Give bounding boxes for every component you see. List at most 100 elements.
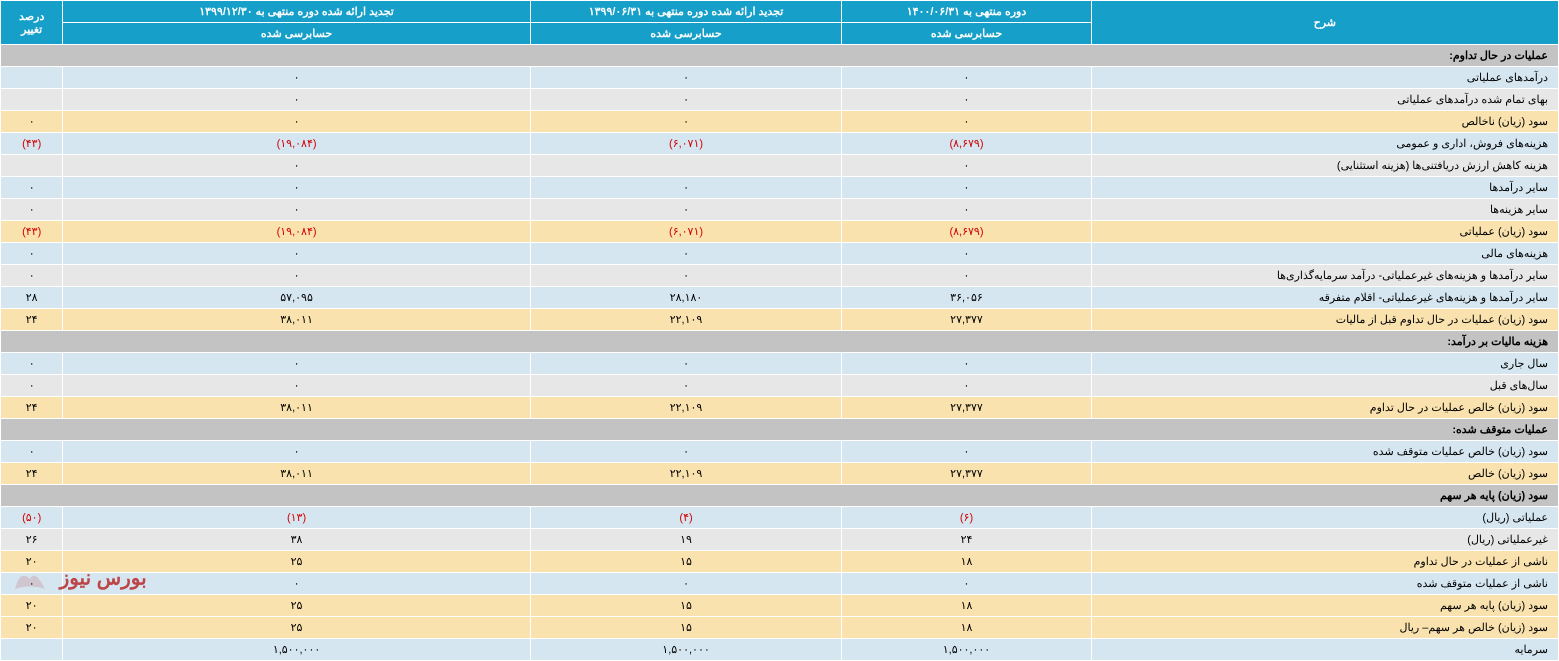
cell-value: ۰: [530, 89, 842, 111]
table-row: سال‌های قبل۰۰۰۰: [1, 375, 1559, 397]
header-audited: حسابرسی شده: [530, 23, 842, 45]
cell-desc: سایر درآمدها: [1091, 177, 1558, 199]
cell-value: ۰: [63, 441, 530, 463]
cell-value: ۰: [842, 353, 1091, 375]
cell-pct: ۰: [1, 375, 63, 397]
cell-value: ۱۸: [842, 595, 1091, 617]
cell-value: (۴): [530, 507, 842, 529]
table-row: سود (زیان) پایه هر سهم۱۸۱۵۲۵۲۰: [1, 595, 1559, 617]
table-row: هزینه مالیات بر درآمد:: [1, 331, 1559, 353]
cell-pct: ۰: [1, 265, 63, 287]
header-period1: دوره منتهی به ۱۴۰۰/۰۶/۳۱: [842, 1, 1091, 23]
table-row: سود (زیان) خالص عملیات در حال تداوم۲۷,۳۷…: [1, 397, 1559, 419]
cell-value: ۰: [63, 111, 530, 133]
cell-value: (۱۳): [63, 507, 530, 529]
financial-table: شرح دوره منتهی به ۱۴۰۰/۰۶/۳۱ تجدید ارائه…: [0, 0, 1559, 661]
cell-value: ۰: [63, 155, 530, 177]
cell-pct: ۰: [1, 111, 63, 133]
table-row: هزینه‌های مالی۰۰۰۰: [1, 243, 1559, 265]
cell-value: ۱۸: [842, 617, 1091, 639]
table-row: سود (زیان) پایه هر سهم: [1, 485, 1559, 507]
cell-value: ۰: [63, 199, 530, 221]
cell-value: ۲۲,۱۰۹: [530, 463, 842, 485]
section-header: عملیات متوقف شده:: [1, 419, 1559, 441]
cell-value: ۰: [63, 265, 530, 287]
table-row: سایر درآمدها و هزینه‌های غیرعملیاتی- اقل…: [1, 287, 1559, 309]
cell-pct: (۵۰): [1, 507, 63, 529]
cell-pct: ۲۰: [1, 595, 63, 617]
cell-pct: [1, 67, 63, 89]
cell-desc: سود (زیان) عملیاتی: [1091, 221, 1558, 243]
cell-desc: سود (زیان) عملیات در حال تداوم قبل از ما…: [1091, 309, 1558, 331]
table-header: شرح دوره منتهی به ۱۴۰۰/۰۶/۳۱ تجدید ارائه…: [1, 1, 1559, 45]
cell-value: ۲۸,۱۸۰: [530, 287, 842, 309]
cell-pct: ۰: [1, 177, 63, 199]
table-row: بهای تمام شده درآمدهای عملیاتی۰۰۰: [1, 89, 1559, 111]
cell-value: ۳۸,۰۱۱: [63, 309, 530, 331]
cell-value: ۰: [530, 111, 842, 133]
table-row: هزینه کاهش ارزش دریافتنی‌ها (هزینه استثن…: [1, 155, 1559, 177]
cell-value: ۰: [530, 177, 842, 199]
cell-value: ۰: [530, 265, 842, 287]
table-row: ناشی از عملیات در حال تداوم۱۸۱۵۲۵۲۰: [1, 551, 1559, 573]
header-pct: درصد تغییر: [1, 1, 63, 45]
table-row: سرمایه۱,۵۰۰,۰۰۰۱,۵۰۰,۰۰۰۱,۵۰۰,۰۰۰: [1, 639, 1559, 661]
cell-value: ۲۲,۱۰۹: [530, 309, 842, 331]
cell-value: ۱۵: [530, 551, 842, 573]
cell-value: ۰: [842, 243, 1091, 265]
cell-pct: ۰: [1, 441, 63, 463]
table-row: سود (زیان) عملیاتی(۸,۶۷۹)(۶,۰۷۱)(۱۹,۰۸۴)…: [1, 221, 1559, 243]
cell-pct: ۲۸: [1, 287, 63, 309]
table-row: عملیات متوقف شده:: [1, 419, 1559, 441]
cell-value: ۳۸,۰۱۱: [63, 397, 530, 419]
cell-desc: سال جاری: [1091, 353, 1558, 375]
cell-desc: بهای تمام شده درآمدهای عملیاتی: [1091, 89, 1558, 111]
cell-value: (۶,۰۷۱): [530, 221, 842, 243]
cell-desc: هزینه کاهش ارزش دریافتنی‌ها (هزینه استثن…: [1091, 155, 1558, 177]
cell-pct: ۲۴: [1, 397, 63, 419]
cell-value: (۸,۶۷۹): [842, 221, 1091, 243]
cell-value: ۰: [842, 111, 1091, 133]
cell-desc: غیرعملیاتی (ریال): [1091, 529, 1558, 551]
cell-value: ۰: [530, 353, 842, 375]
cell-value: (۶): [842, 507, 1091, 529]
cell-value: ۰: [842, 67, 1091, 89]
cell-value: ۰: [63, 177, 530, 199]
cell-value: ۳۶,۰۵۶: [842, 287, 1091, 309]
cell-value: ۰: [530, 375, 842, 397]
cell-value: ۵۷,۰۹۵: [63, 287, 530, 309]
cell-value: ۳۸: [63, 529, 530, 551]
cell-desc: ناشی از عملیات در حال تداوم: [1091, 551, 1558, 573]
cell-value: ۲۷,۳۷۷: [842, 463, 1091, 485]
cell-desc: سود (زیان) خالص: [1091, 463, 1558, 485]
table-row: غیرعملیاتی (ریال)۲۴۱۹۳۸۲۶: [1, 529, 1559, 551]
section-header: سود (زیان) پایه هر سهم: [1, 485, 1559, 507]
table-row: ناشی از عملیات متوقف شده۰۰۰۰: [1, 573, 1559, 595]
cell-value: ۰: [842, 177, 1091, 199]
cell-value: ۰: [530, 243, 842, 265]
cell-value: (۶,۰۷۱): [530, 133, 842, 155]
cell-value: ۲۲,۱۰۹: [530, 397, 842, 419]
cell-desc: سال‌های قبل: [1091, 375, 1558, 397]
cell-pct: ۲۰: [1, 617, 63, 639]
header-period2: تجدید ارائه شده دوره منتهی به ۱۳۹۹/۰۶/۳۱: [530, 1, 842, 23]
cell-value: ۰: [842, 199, 1091, 221]
header-audited: حسابرسی شده: [842, 23, 1091, 45]
cell-value: ۱۵: [530, 617, 842, 639]
cell-value: ۰: [63, 89, 530, 111]
cell-desc: ناشی از عملیات متوقف شده: [1091, 573, 1558, 595]
header-desc: شرح: [1091, 1, 1558, 45]
cell-desc: سود (زیان) ناخالص: [1091, 111, 1558, 133]
cell-pct: (۴۳): [1, 221, 63, 243]
header-audited: حسابرسی شده: [63, 23, 530, 45]
cell-pct: [1, 89, 63, 111]
cell-desc: سایر هزینه‌ها: [1091, 199, 1558, 221]
table-row: سود (زیان) عملیات در حال تداوم قبل از ما…: [1, 309, 1559, 331]
section-header: عملیات در حال تداوم:: [1, 45, 1559, 67]
header-period3: تجدید ارائه شده دوره منتهی به ۱۳۹۹/۱۲/۳۰: [63, 1, 530, 23]
cell-desc: سود (زیان) خالص هر سهم– ریال: [1091, 617, 1558, 639]
cell-value: ۰: [530, 199, 842, 221]
cell-value: (۸,۶۷۹): [842, 133, 1091, 155]
cell-value: (۱۹,۰۸۴): [63, 133, 530, 155]
table-row: سود (زیان) خالص۲۷,۳۷۷۲۲,۱۰۹۳۸,۰۱۱۲۴: [1, 463, 1559, 485]
